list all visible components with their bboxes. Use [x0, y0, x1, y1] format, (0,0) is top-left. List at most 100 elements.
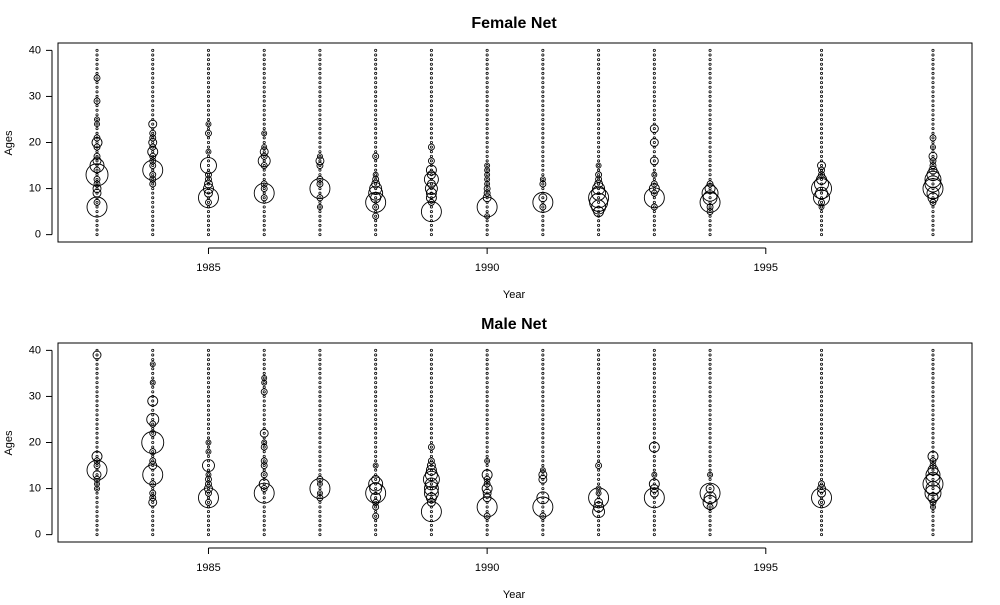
age-dot — [95, 233, 99, 237]
age-dot — [708, 122, 712, 126]
age-dot — [206, 468, 210, 472]
age-dot — [95, 464, 99, 468]
age-dot — [931, 67, 935, 71]
age-dot — [485, 94, 489, 98]
bubble — [427, 157, 435, 165]
age-dot — [262, 164, 266, 168]
age-dot — [151, 187, 155, 191]
age-dot — [95, 173, 99, 177]
age-dot — [820, 376, 824, 380]
bubble — [200, 157, 217, 174]
age-dot — [597, 358, 601, 362]
age-dot — [820, 514, 824, 518]
age-dot — [318, 468, 322, 472]
age-dot — [485, 528, 489, 532]
age-dot — [206, 177, 210, 181]
age-dot — [931, 113, 935, 117]
bubble — [149, 134, 157, 142]
age-dot — [95, 468, 99, 472]
age-dot — [708, 376, 712, 380]
age-dot — [820, 99, 824, 103]
age-dot — [429, 436, 433, 440]
age-dot — [429, 404, 433, 408]
age-dot — [652, 122, 656, 126]
age-dot — [206, 514, 210, 518]
age-dot — [931, 362, 935, 366]
bubble — [588, 487, 610, 509]
age-dot — [318, 99, 322, 103]
age-dot — [931, 48, 935, 52]
bubble — [423, 171, 439, 187]
age-dot — [429, 233, 433, 237]
age-dot — [820, 94, 824, 98]
x-tick-label: 1995 — [754, 562, 778, 574]
age-dot — [262, 362, 266, 366]
age-dot — [820, 468, 824, 472]
bubble — [539, 176, 546, 183]
age-dot — [151, 496, 155, 500]
bubble — [929, 457, 937, 465]
age-dot — [429, 85, 433, 89]
age-dot — [820, 394, 824, 398]
age-dot — [151, 214, 155, 218]
age-dot — [429, 528, 433, 532]
age-dot — [820, 464, 824, 468]
age-dot — [931, 519, 935, 523]
bubble — [93, 134, 101, 142]
age-dot — [485, 500, 489, 504]
age-dot — [820, 417, 824, 421]
age-dot — [374, 196, 378, 200]
bubble — [818, 171, 825, 179]
age-dot — [262, 450, 266, 454]
age-dot — [541, 228, 545, 232]
age-dot — [151, 136, 155, 140]
age-dot — [541, 200, 545, 204]
age-dot — [262, 353, 266, 357]
age-dot — [708, 510, 712, 514]
age-dot — [206, 53, 210, 57]
x-tick-label: 1990 — [475, 562, 499, 574]
age-dot — [318, 62, 322, 66]
age-dot — [931, 205, 935, 209]
y-tick-label: 30 — [29, 90, 41, 102]
age-dot — [262, 159, 266, 163]
age-dot — [708, 113, 712, 117]
age-dot — [597, 422, 601, 426]
age-dot — [318, 450, 322, 454]
age-dot — [206, 404, 210, 408]
age-dot — [485, 385, 489, 389]
age-dot — [931, 228, 935, 232]
age-dot — [429, 533, 433, 537]
age-dot — [151, 358, 155, 362]
age-dot — [597, 200, 601, 204]
bubble — [922, 473, 944, 495]
age-dot — [820, 381, 824, 385]
age-dot — [652, 464, 656, 468]
age-dot — [541, 450, 545, 454]
bubble — [929, 134, 937, 142]
age-dot — [931, 108, 935, 112]
age-dot — [429, 62, 433, 66]
age-dot — [95, 159, 99, 163]
bubble — [476, 196, 498, 218]
age-dot — [820, 150, 824, 154]
age-dot — [931, 71, 935, 75]
age-dot — [820, 53, 824, 57]
age-dot — [151, 62, 155, 66]
age-dot — [262, 145, 266, 149]
bubble — [316, 175, 324, 183]
age-dot — [318, 191, 322, 195]
bubble — [929, 198, 937, 206]
age-dot — [931, 85, 935, 89]
age-dot — [597, 468, 601, 472]
age-dot — [820, 228, 824, 232]
age-dot — [485, 182, 489, 186]
age-dot — [262, 219, 266, 223]
bubble — [260, 180, 268, 188]
bubble — [316, 162, 324, 169]
age-dot — [262, 187, 266, 191]
age-dot — [262, 440, 266, 444]
bubble — [706, 503, 714, 511]
age-dot — [541, 196, 545, 200]
bubble — [260, 443, 268, 451]
